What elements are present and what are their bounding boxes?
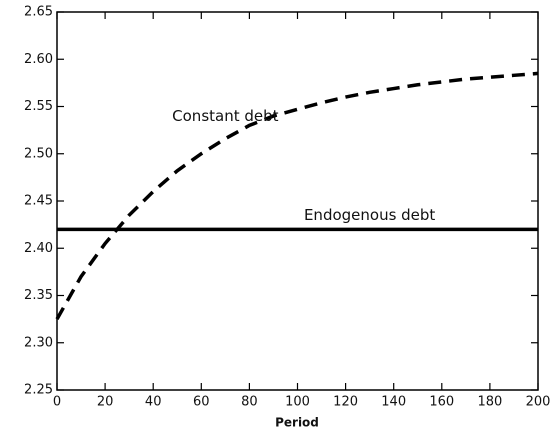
y-tick-label: 2.25	[24, 383, 53, 398]
y-tick-label: 2.50	[24, 146, 53, 161]
y-tick-label: 2.60	[24, 52, 53, 67]
x-tick-label: 140	[381, 395, 406, 410]
y-tick-label: 2.40	[24, 241, 53, 256]
series-line	[55, 71, 539, 320]
y-tick-label: 2.55	[24, 99, 53, 114]
y-tick-label: 2.30	[24, 335, 53, 350]
x-tick-label: 0	[53, 395, 61, 410]
x-tick-label: 200	[526, 395, 551, 410]
x-tick-label: 180	[477, 395, 502, 410]
series-label: Endogenous debt	[304, 206, 435, 224]
y-tick-label: 2.65	[24, 5, 53, 20]
x-tick-label: 20	[97, 395, 114, 410]
y-tick-label: 2.35	[24, 288, 53, 303]
x-axis-label: Period	[275, 416, 319, 430]
series-label: Constant debt	[172, 107, 278, 125]
plot-frame	[56, 11, 539, 391]
x-tick-label: 120	[333, 395, 358, 410]
x-tick-label: 160	[429, 395, 454, 410]
x-tick-label: 40	[145, 395, 162, 410]
x-tick-label: 60	[193, 395, 210, 410]
y-tick-label: 2.45	[24, 194, 53, 209]
x-tick-label: 80	[241, 395, 258, 410]
x-tick-label: 100	[285, 395, 310, 410]
